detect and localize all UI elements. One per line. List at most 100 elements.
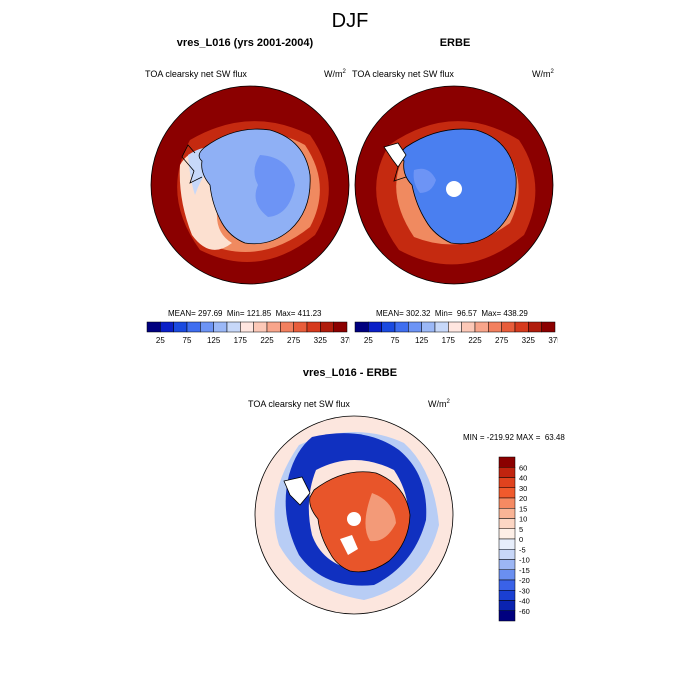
panel-2-colorbar-tick-label: 375 [548,336,558,345]
panel-3-stats: MIN = -219.92 MAX = 63.48 [463,433,565,442]
panel-2-colorbar-swatch [501,321,516,333]
panel-1-colorbar-swatch [253,321,268,333]
panel-2-colorbar-tick-label: 225 [468,336,482,345]
panel-3-colorbar-swatch [498,508,516,519]
panel-2-stats: MEAN= 302.32 Min= 96.57 Max= 438.29 [376,309,528,318]
panel-1-variable-label: TOA clearsky net SW flux [145,69,247,79]
panel-2-colorbar-swatch [541,321,556,333]
panel-3-colorbar-tick-label: 40 [519,474,527,483]
panel-3-colorbar-tick-label: -5 [519,545,526,554]
panel-1-colorbar-tick-label: 125 [207,336,221,345]
panel-3-colorbar-swatch [498,456,516,468]
panel-1-colorbar-swatch [160,321,174,333]
panel-3-colorbar-tick-label: -20 [519,576,530,585]
panel-2-colorbar-swatch [528,321,542,333]
panel-2-variable-label: TOA clearsky net SW flux [352,69,454,79]
panel-2-map [354,85,554,285]
panel-3-units: W/m2 [428,399,450,409]
panel-3-missing-shelf [340,535,358,555]
panel-3-colorbar-tick-label: 60 [519,463,527,472]
panel-1-antarctica [198,128,311,245]
panel-1-colorbar-tick-label: 225 [260,336,274,345]
panel-1-stats: MEAN= 297.69 Min= 121.85 Max= 411.23 [168,309,322,318]
panel-2-colorbar-tick-label: 125 [415,336,429,345]
panel-1-colorbar-swatch [186,321,201,333]
panel-3-colorbar-swatch [498,559,516,570]
panel-2-colorbar-tick-label: 325 [522,336,536,345]
panel-1-colorbar-swatch [226,321,241,333]
panel-2-colorbar: 25 75 125 175 225 275 325 375 [354,321,558,345]
panel-3-colorbar-tick-label: 10 [519,515,527,524]
panel-3-colorbar-swatch [498,590,516,601]
panel-3-colorbar-swatch [498,538,516,550]
figure-title: DJF [331,10,369,32]
panel-1-title: vres_L016 (yrs 2001-2004) [176,37,314,49]
panel-3-plateau [365,493,396,542]
panel-3-colorbar-tick-label: 5 [519,525,523,534]
panel-1-units: W/m2 [324,69,346,79]
panel-1-peninsula [181,144,203,184]
panel-1-colorbar-swatch [173,321,188,333]
panel-2-colorbar-swatch [354,321,369,333]
panel-1-colorbar-tick-label: 25 [156,336,165,345]
panel-3-colorbar-tick-label: -10 [519,556,530,565]
panel-2-colorbar-swatch [368,321,382,333]
panel-3-colorbar-tick-label: 20 [519,494,527,503]
panel-3-colorbar-tick-label: 15 [519,504,527,513]
panel-1-colorbar-tick-label: 325 [314,336,328,345]
panel-1-plateau [254,155,295,217]
panel-1-colorbar-swatch [200,321,214,333]
panel-2-units: W/m2 [532,69,554,79]
panel-1-colorbar-swatch [213,321,228,333]
panel-2-ice-shelf [413,168,436,193]
panel-1-colorbar-swatch [320,321,334,333]
panel-3-colorbar-tick-label: 0 [519,535,523,544]
panel-3-colorbar-swatch [498,487,516,499]
panel-2-colorbar-swatch [514,321,529,333]
panel-2-colorbar-swatch [461,321,476,333]
panel-1-colorbar-swatch [240,321,254,333]
panel-2-colorbar-swatch [474,321,489,333]
panel-2-colorbar-swatch [394,321,409,333]
panel-1-colorbar: 25 75 125 175 225 275 325 375 [146,321,350,345]
panel-1-colorbar-swatch [333,321,348,333]
panel-2-colorbar-swatch [408,321,422,333]
panel-2-peninsula [393,166,407,182]
panel-1-colorbar-tick-label: 375 [340,336,350,345]
panel-3-colorbar-tick-label: -40 [519,597,530,606]
panel-2-map-border [354,85,554,285]
panel-2-colorbar-swatch [381,321,396,333]
panel-3-colorbar-swatch [498,477,516,488]
panel-2-colorbar-swatch [488,321,502,333]
panel-2-pole-hole [446,181,462,197]
panel-2-colorbar-swatch [421,321,436,333]
panel-3-missing-data [283,476,311,506]
panel-3-colorbar-swatch [498,497,516,509]
panel-2-colorbar-tick-label: 75 [391,336,400,345]
panel-1-colorbar-swatch [280,321,294,333]
panel-3-colorbar-swatch [498,600,516,611]
panel-3-colorbar-swatch [498,549,516,560]
panel-1-colorbar-tick-label: 275 [287,336,301,345]
panel-3-colorbar-swatch [498,569,516,581]
panel-1-map-border [150,85,350,285]
panel-3-map-border [254,415,454,615]
panel-2-colorbar-swatch [434,321,449,333]
panel-3-colorbar-swatch [498,610,516,622]
panel-3-variable-label: TOA clearsky net SW flux [248,399,350,409]
panel-1-colorbar-swatch [146,321,161,333]
panel-3-colorbar-tick-label: -15 [519,566,530,575]
panel-3-pole-hole [347,512,361,526]
panel-1-colorbar-tick-label: 175 [234,336,248,345]
panel-1-colorbar-tick-label: 75 [183,336,192,345]
panel-2-colorbar-tick-label: 25 [364,336,373,345]
panel-2-colorbar-swatch [448,321,462,333]
panel-3-colorbar-tick-label: 30 [519,484,527,493]
panel-3-colorbar-tick-label: -60 [519,607,530,616]
panel-2-title: ERBE [439,37,471,49]
panel-3-colorbar-swatch [498,579,516,591]
panel-3-map [254,415,454,615]
panel-1-map [150,85,350,285]
panel-1-colorbar-swatch [266,321,281,333]
